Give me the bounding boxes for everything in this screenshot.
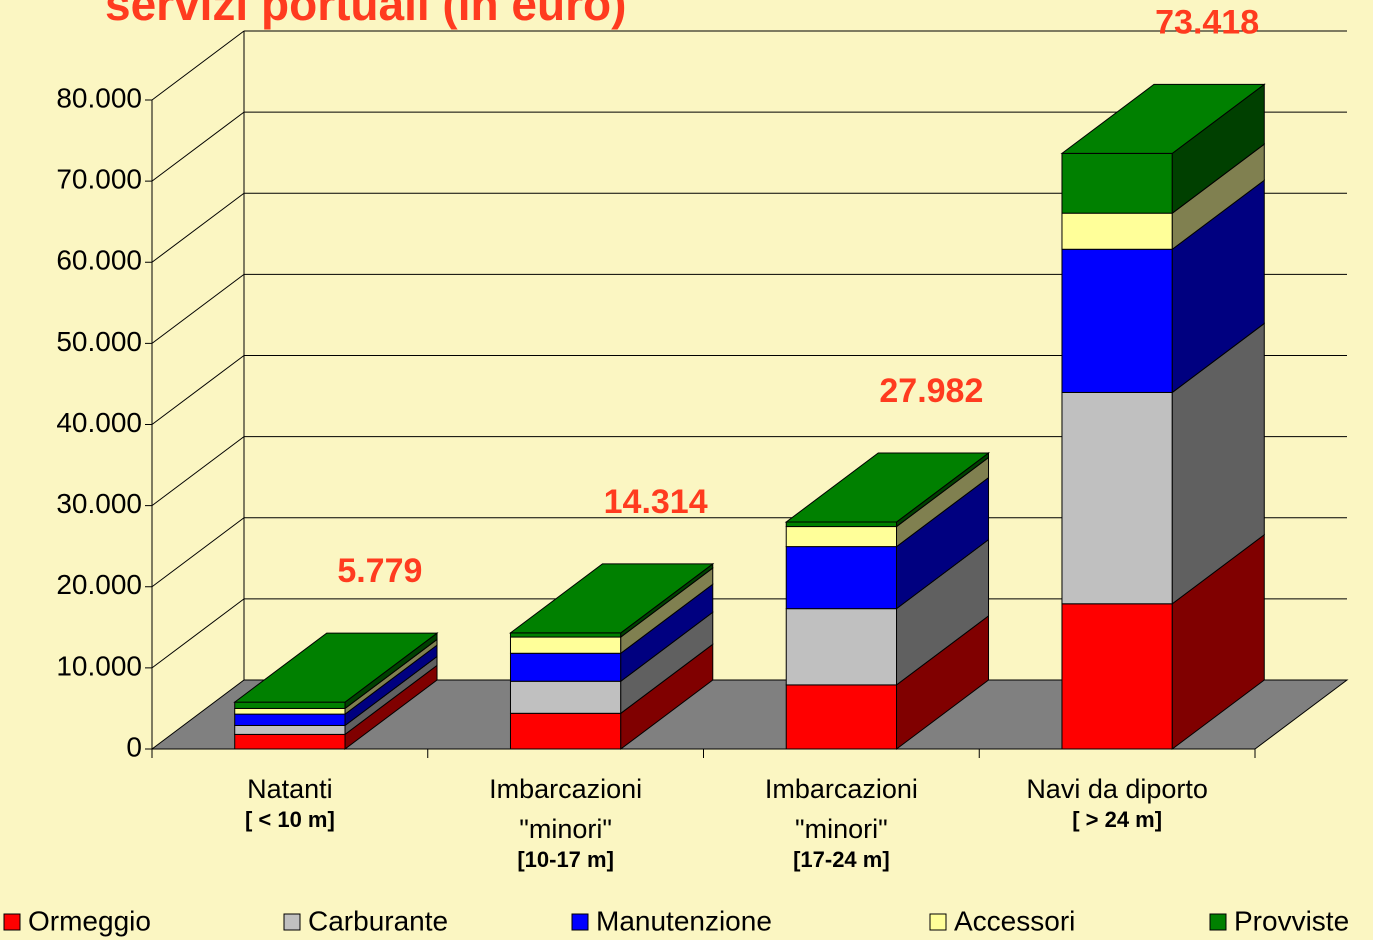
- x-tick-label: Navi da diporto: [1026, 774, 1208, 804]
- bar-segment: [1061, 603, 1173, 750]
- total-label: 5.779: [337, 552, 422, 590]
- total-label: 73.418: [1155, 3, 1259, 41]
- bar-segment: [234, 713, 346, 726]
- x-tick-label: Natanti: [247, 774, 333, 804]
- x-tick-label: Imbarcazioni: [489, 774, 642, 804]
- bar-top: [233, 632, 439, 703]
- bar-segment: [509, 680, 622, 714]
- x-tick-detail: [10-17 m]: [517, 847, 614, 872]
- legend-swatch: [1209, 913, 1227, 931]
- bar-segment: [509, 632, 622, 638]
- legend-label: Manutenzione: [596, 905, 772, 936]
- legend-swatch: [571, 913, 589, 931]
- y-tick-label: 70.000: [56, 164, 142, 195]
- x-tick-detail: [ > 24 m]: [1072, 807, 1162, 832]
- y-tick-label: 0: [126, 731, 142, 762]
- bar-segment: [1061, 391, 1173, 605]
- bar-segment: [509, 652, 622, 682]
- grid-line: [151, 517, 245, 588]
- x-tick-label: Imbarcazioni: [765, 774, 918, 804]
- grid-line: [151, 192, 245, 263]
- y-tick-label: 80.000: [56, 82, 142, 113]
- bar-segment: [234, 707, 346, 715]
- grid-line: [151, 273, 245, 344]
- x-tick-detail: [17-24 m]: [793, 847, 890, 872]
- legend-label: Carburante: [308, 905, 448, 936]
- legend-label: Ormeggio: [28, 905, 151, 936]
- y-tick-label: 20.000: [56, 569, 142, 600]
- grid-line: [151, 436, 245, 507]
- grid-line: [151, 355, 245, 425]
- x-tick-label: "minori": [519, 814, 612, 844]
- bar-segment: [509, 636, 622, 654]
- bar-segment: [509, 712, 622, 750]
- total-label: 14.314: [604, 483, 708, 521]
- bar-segment: [234, 724, 346, 735]
- bar-top: [784, 452, 991, 523]
- y-tick-label: 40.000: [56, 407, 142, 438]
- bar-segment: [234, 733, 346, 750]
- x-tick-detail: [ < 10 m]: [245, 807, 335, 832]
- legend-swatch: [929, 913, 947, 931]
- legend-label: Accessori: [954, 905, 1075, 936]
- grid-line: [151, 30, 245, 101]
- y-tick-label: 50.000: [56, 326, 142, 357]
- y-tick-label: 60.000: [56, 245, 142, 276]
- total-label: 27.982: [879, 372, 983, 410]
- bar-top: [1060, 83, 1266, 154]
- legend-swatch: [283, 913, 301, 931]
- bar-segment: [1061, 212, 1173, 250]
- bar-segment: [234, 701, 346, 709]
- bar-segment: [1061, 248, 1173, 393]
- legend-swatch: [3, 913, 21, 931]
- grid-line: [151, 598, 245, 669]
- bar-segment: [785, 608, 898, 686]
- bar-segment: [785, 526, 898, 548]
- bar-top: [508, 563, 715, 634]
- chart-title: servizi portuali (in euro): [105, 0, 626, 30]
- y-tick-label: 30.000: [56, 488, 142, 519]
- y-tick-label: 10.000: [56, 650, 142, 681]
- grid-line: [151, 111, 245, 182]
- bar-segment: [785, 684, 898, 750]
- bar-segment: [785, 521, 898, 528]
- legend-label: Provviste: [1234, 905, 1349, 936]
- x-tick-label: "minori": [795, 814, 888, 844]
- bar-segment: [1061, 152, 1173, 214]
- bar-segment: [785, 546, 898, 610]
